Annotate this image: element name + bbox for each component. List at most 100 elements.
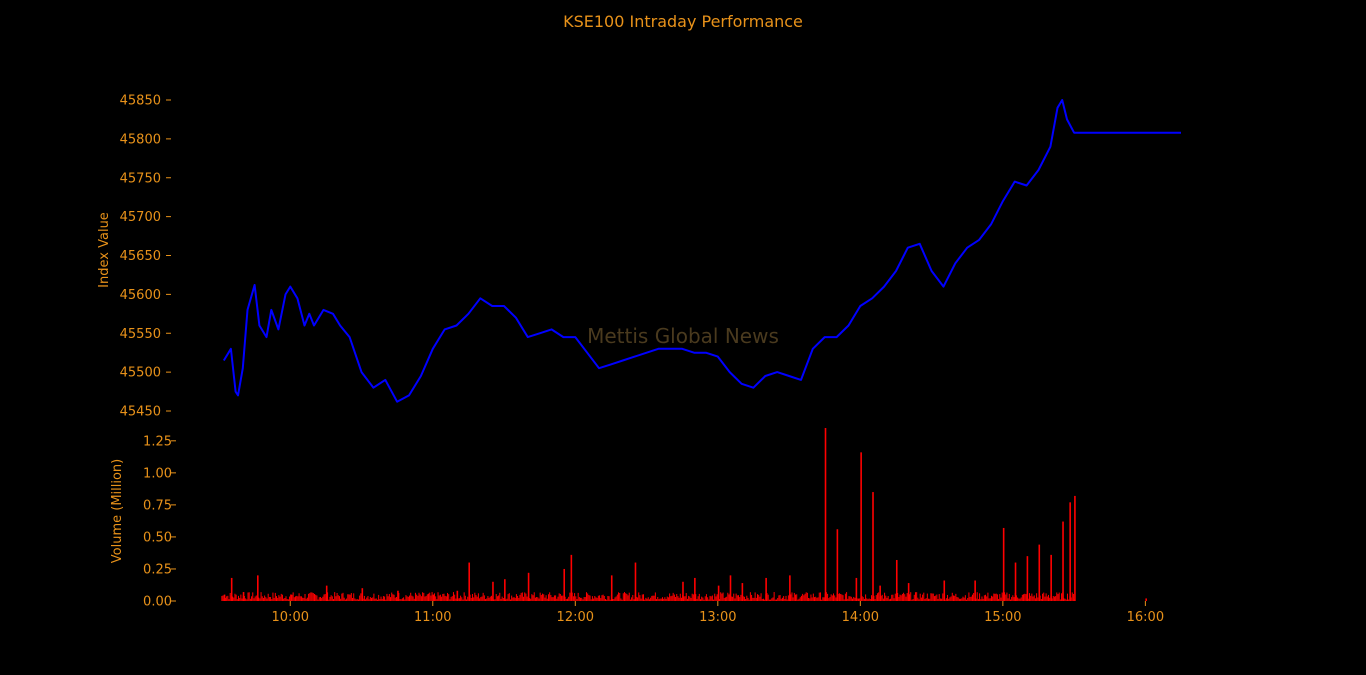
volume-bar (321, 598, 323, 601)
volume-bar (578, 597, 580, 601)
volume-bar (1037, 597, 1039, 601)
volume-bar (401, 598, 403, 601)
volume-bar (1065, 599, 1067, 601)
volume-bar (830, 594, 832, 601)
index-y-tick-label: 45600 (120, 288, 161, 303)
volume-bar (696, 598, 698, 601)
volume-bar (665, 598, 667, 601)
volume-bar (983, 595, 985, 601)
volume-bar (711, 595, 713, 601)
volume-bar (309, 593, 311, 601)
volume-bar (1009, 599, 1011, 601)
volume-bar (683, 596, 685, 601)
index-line (222, 99, 1181, 403)
volume-bar (892, 594, 894, 601)
volume-bar (603, 595, 605, 601)
volume-bar (739, 597, 741, 601)
volume-bar (640, 598, 642, 601)
volume-bar (926, 593, 928, 601)
volume-bar (461, 597, 463, 601)
volume-bar (337, 595, 339, 601)
volume-bar (691, 593, 693, 601)
volume-bar (846, 592, 848, 601)
volume-bar (300, 596, 302, 601)
volume-bar (982, 598, 984, 601)
volume-bar (280, 593, 282, 601)
volume-bar (629, 599, 631, 601)
volume-bar (295, 596, 297, 601)
volume-bar (365, 599, 367, 601)
volume-bar (489, 596, 491, 601)
volume-bar (417, 595, 419, 601)
volume-bar (806, 592, 808, 601)
volume-bar (390, 597, 392, 601)
volume-bar (914, 592, 916, 601)
volume-bar (703, 599, 705, 601)
volume-bar (254, 596, 256, 601)
volume-bar (792, 597, 794, 601)
volume-bar (400, 599, 402, 601)
volume-bar (675, 596, 677, 601)
volume-bar (454, 594, 456, 601)
volume-bar (798, 598, 800, 601)
volume-bar (371, 597, 373, 601)
x-tick-label: 10:00 (272, 610, 309, 625)
volume-bar (485, 599, 487, 601)
volume-bar (303, 597, 305, 601)
volume-bar (943, 580, 946, 601)
volume-bar (705, 594, 707, 601)
volume-bar (329, 596, 331, 601)
volume-bar (679, 593, 681, 601)
volume-bar (376, 599, 378, 601)
volume-bar (387, 596, 389, 601)
volume-bar (1071, 592, 1073, 601)
volume-bar (361, 588, 364, 601)
volume-bar (248, 592, 250, 601)
volume-bar (409, 595, 411, 601)
volume-bar (872, 492, 874, 601)
volume-bar (517, 595, 519, 601)
volume-bar (878, 592, 880, 601)
x-tick-label: 13:00 (699, 610, 736, 625)
volume-bar (645, 597, 647, 601)
volume-bar (833, 593, 835, 601)
volume-bar (353, 593, 355, 601)
volume-bar (985, 594, 987, 601)
volume-bar (344, 599, 346, 601)
volume-bar (349, 594, 351, 601)
volume-bar (583, 597, 585, 601)
volume-bar (420, 596, 422, 601)
volume-bar (455, 598, 457, 601)
volume-bar (816, 597, 818, 601)
volume-bar (647, 597, 649, 601)
volume-bar (884, 592, 886, 601)
volume-bar (562, 595, 564, 601)
volume-bar (700, 599, 701, 601)
volume-bar (221, 595, 223, 601)
volume-bar (805, 592, 807, 601)
volume-bar (327, 592, 329, 601)
volume-bar (853, 596, 855, 601)
volume-bar (403, 597, 405, 601)
volume-bar (979, 593, 981, 601)
volume-bar (1046, 596, 1048, 601)
volume-bar (428, 593, 430, 601)
volume-bar (949, 597, 951, 601)
volume-bar (411, 595, 413, 601)
volume-bar (759, 596, 761, 601)
volume-bar (334, 592, 336, 601)
volume-bar (651, 595, 653, 601)
volume-bar (259, 598, 261, 601)
volume-bar (1049, 597, 1051, 601)
volume-bar (314, 593, 316, 601)
volume-bar (596, 597, 598, 601)
index-y-tick-label: 45500 (120, 366, 161, 381)
volume-bar (607, 595, 609, 601)
volume-bar (671, 595, 673, 601)
volume-y-tick-label: 0.00 (143, 595, 172, 610)
volume-bar (760, 593, 762, 601)
volume-bar (542, 593, 544, 601)
volume-bar (247, 592, 249, 601)
volume-bar (467, 596, 469, 601)
volume-bar (719, 599, 721, 601)
